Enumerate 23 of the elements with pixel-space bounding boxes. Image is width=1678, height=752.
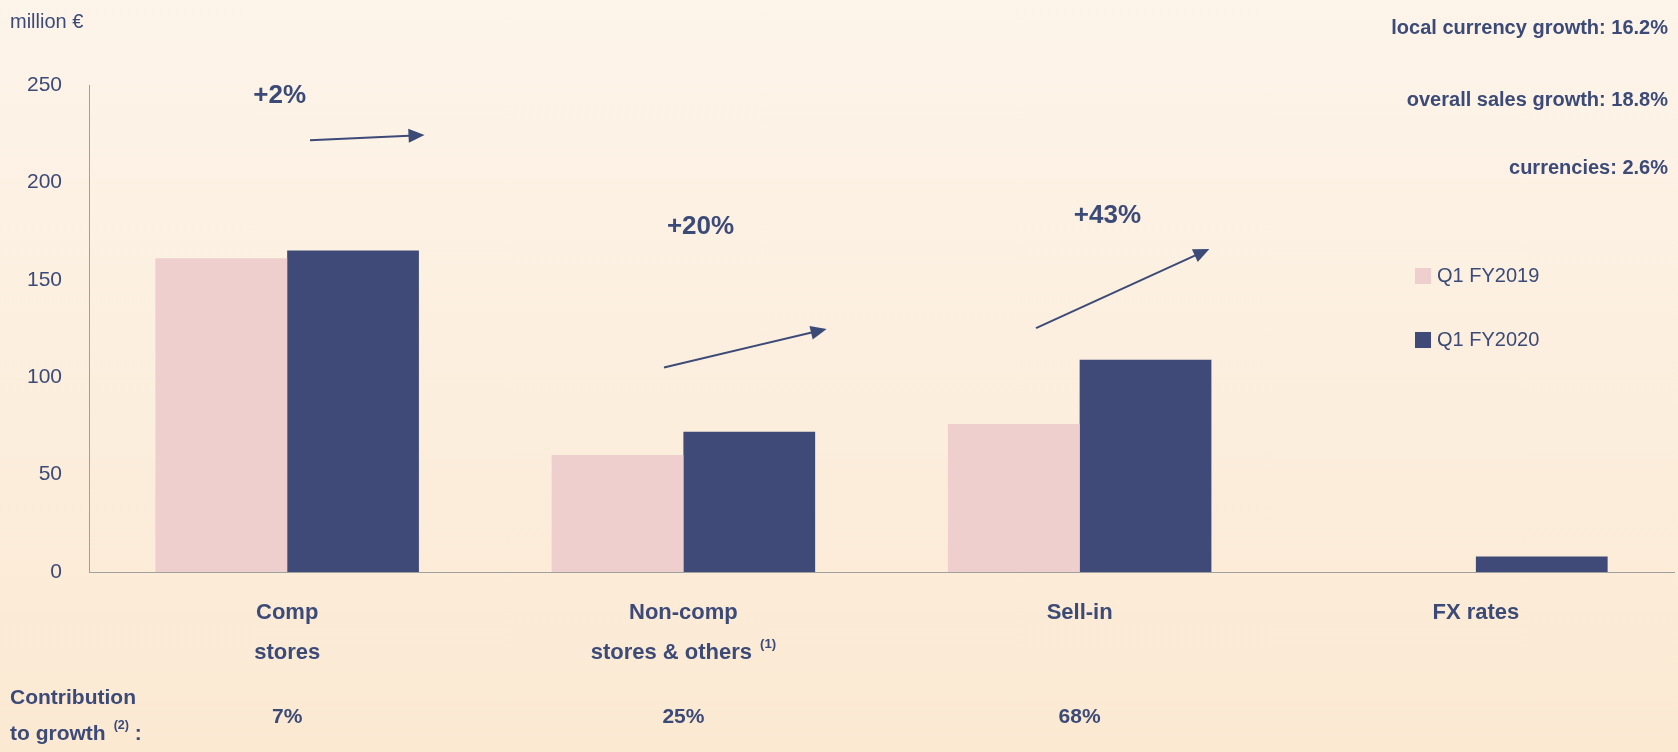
y-tick-label: 250 xyxy=(26,71,63,95)
y-tick-label: 0 xyxy=(50,558,63,582)
annotation: +2% xyxy=(253,79,307,110)
annotation: currencies: 2.6% xyxy=(1509,155,1669,178)
y-tick-label: 50 xyxy=(38,461,63,485)
text: Contribution to growth(2) : xyxy=(10,684,142,744)
text: 7% xyxy=(271,703,303,727)
annotation: overall sales growth: 18.8% xyxy=(1406,87,1669,110)
y-tick-label: 150 xyxy=(26,266,63,290)
y-tick-label: 100 xyxy=(26,364,63,387)
x-tick-label: Comp stores xyxy=(254,599,321,665)
y-tick-label: 200 xyxy=(26,169,63,193)
x-tick-label: Non-comp stores & others(1) xyxy=(590,599,777,665)
text: 68% xyxy=(1058,703,1101,727)
legend-label: Q1 FY2019 xyxy=(1437,263,1540,286)
y-axis-title: million € xyxy=(10,9,84,32)
legend-label: Q1 FY2020 xyxy=(1437,327,1540,350)
text: local currency growth: 16.2% xyxy=(1391,15,1669,38)
x-tick-label: FX rates xyxy=(1432,599,1520,625)
text: 25% xyxy=(662,703,705,727)
x-tick-label: Sell-in xyxy=(1046,599,1113,625)
annotation: +43% xyxy=(1073,199,1142,230)
annotation: +20% xyxy=(666,210,735,241)
